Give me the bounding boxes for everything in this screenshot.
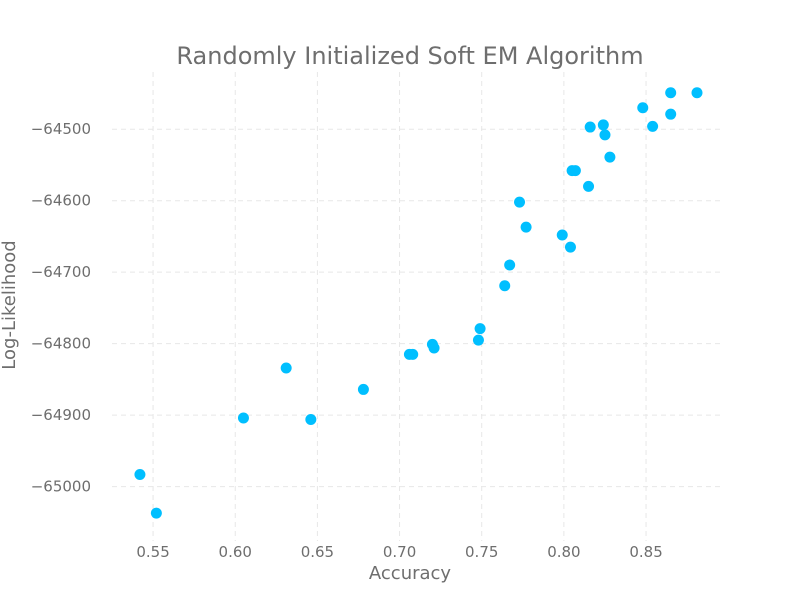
- y-tick-label: −65000: [31, 478, 91, 496]
- y-axis-ticks: −65000 −64900 −64800 −64700 −64600 −64500: [31, 120, 91, 495]
- data-point: [150, 507, 162, 519]
- data-point: [134, 469, 146, 481]
- data-point: [504, 259, 516, 271]
- y-tick-label: −64700: [31, 263, 91, 281]
- x-tick-label: 0.70: [383, 543, 416, 561]
- data-point: [520, 221, 532, 233]
- data-point: [583, 180, 595, 192]
- data-point: [514, 196, 526, 208]
- data-point: [556, 229, 568, 241]
- x-tick-label: 0.60: [219, 543, 252, 561]
- y-tick-label: −64600: [31, 192, 91, 210]
- x-tick-label: 0.55: [136, 543, 169, 561]
- data-point: [597, 119, 609, 131]
- y-tick-label: −64900: [31, 406, 91, 424]
- x-tick-label: 0.65: [301, 543, 334, 561]
- data-point: [691, 87, 703, 99]
- data-point: [305, 413, 317, 425]
- data-point: [637, 102, 649, 114]
- y-tick-label: −64800: [31, 335, 91, 353]
- x-tick-label: 0.75: [465, 543, 498, 561]
- x-axis-label: Accuracy: [369, 563, 452, 584]
- data-point: [584, 121, 596, 133]
- grid: [112, 72, 720, 541]
- data-point: [569, 165, 581, 177]
- x-tick-label: 0.85: [629, 543, 662, 561]
- x-tick-label: 0.80: [547, 543, 580, 561]
- data-point: [564, 241, 576, 253]
- y-tick-label: −64500: [31, 120, 91, 138]
- data-point: [604, 151, 616, 163]
- y-axis-label: Log-Likelihood: [0, 240, 20, 369]
- chart-title: Randomly Initialized Soft EM Algorithm: [176, 42, 643, 70]
- data-points: [134, 87, 703, 519]
- data-point: [357, 383, 369, 395]
- data-point: [428, 342, 440, 354]
- data-point: [665, 108, 677, 120]
- data-point: [599, 129, 611, 141]
- data-point: [647, 120, 659, 132]
- data-point: [280, 362, 292, 374]
- x-axis-ticks: 0.55 0.60 0.65 0.70 0.75 0.80 0.85: [136, 543, 662, 561]
- data-point: [474, 323, 486, 335]
- data-point: [237, 412, 249, 424]
- data-point: [472, 334, 484, 346]
- data-point: [407, 348, 419, 360]
- data-point: [499, 280, 511, 292]
- data-point: [665, 87, 677, 99]
